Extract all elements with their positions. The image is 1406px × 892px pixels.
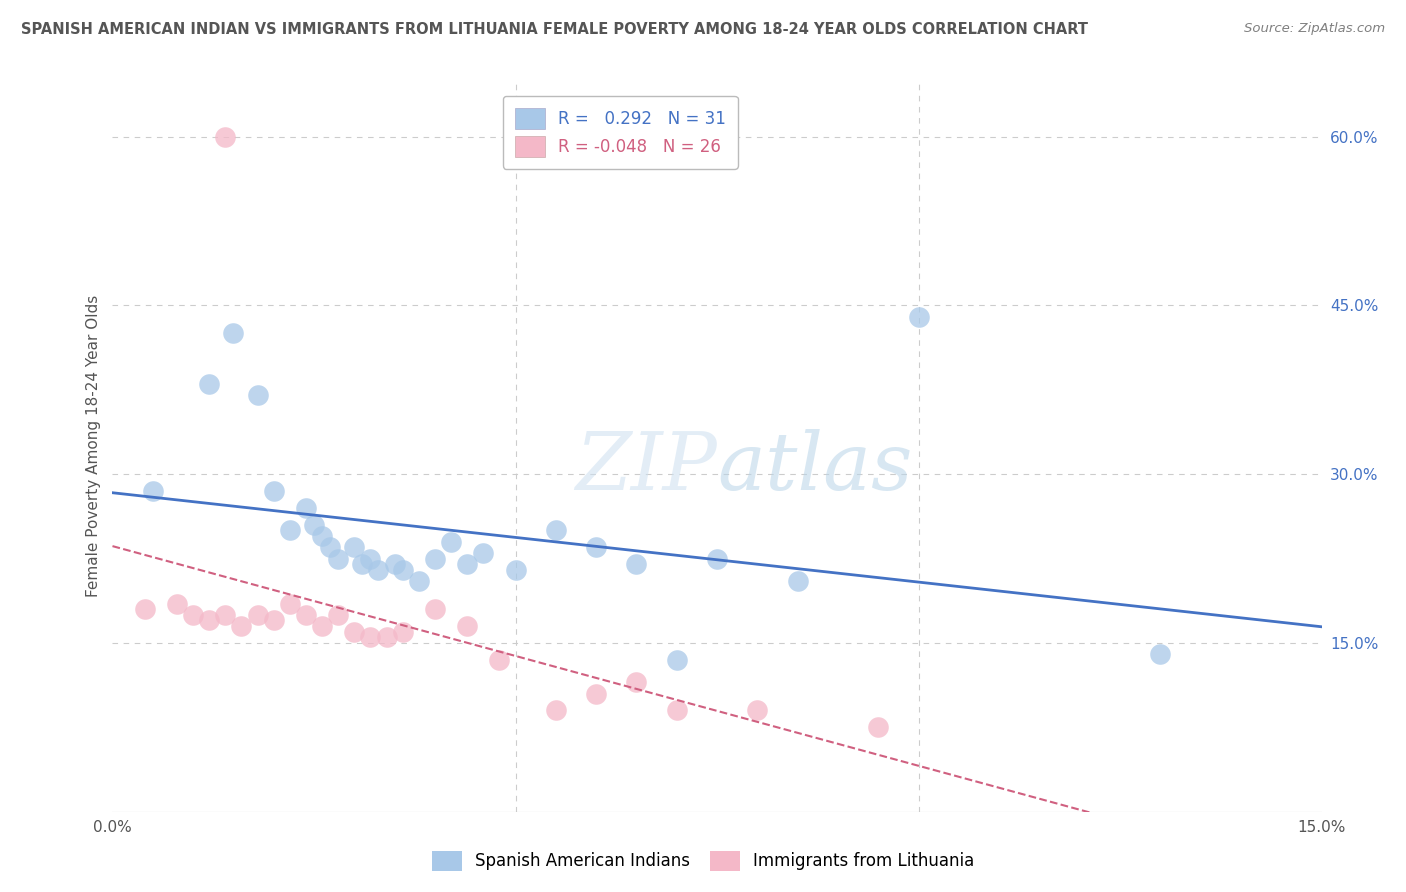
Point (295, 500, 318, 515)
Point (472, 546, 495, 560)
Point (544, 703, 567, 717)
Point (375, 630, 398, 644)
Point (263, 483, 285, 498)
Point (456, 557, 478, 571)
Point (907, 310, 929, 324)
Point (214, 607, 236, 622)
Point (328, 551, 350, 566)
Point (181, 607, 204, 622)
Point (319, 541, 342, 555)
Point (246, 388, 269, 402)
Point (391, 563, 413, 577)
Point (488, 653, 510, 667)
Point (423, 602, 446, 616)
Point (868, 720, 890, 734)
Point (231, 619, 253, 633)
Point (198, 377, 221, 392)
Point (222, 326, 245, 341)
Point (626, 557, 648, 571)
Point (263, 614, 285, 628)
Point (198, 614, 221, 628)
Point (343, 624, 366, 639)
Point (384, 557, 406, 571)
Point (408, 574, 430, 588)
Point (246, 607, 269, 622)
Text: Source: ZipAtlas.com: Source: ZipAtlas.com (1244, 22, 1385, 36)
Point (665, 653, 688, 667)
Y-axis label: Female Poverty Among 18-24 Year Olds: Female Poverty Among 18-24 Year Olds (86, 295, 101, 597)
Point (440, 534, 463, 549)
Point (134, 602, 156, 616)
Point (626, 675, 648, 690)
Point (328, 607, 350, 622)
Point (295, 607, 318, 622)
Point (214, 129, 236, 144)
Point (278, 597, 301, 611)
Point (585, 687, 607, 701)
Point (311, 619, 333, 633)
Point (585, 541, 607, 555)
Legend: Spanish American Indians, Immigrants from Lithuania: Spanish American Indians, Immigrants fro… (423, 842, 983, 880)
Point (367, 563, 389, 577)
Point (166, 597, 188, 611)
Text: ZIP: ZIP (575, 429, 717, 507)
Point (359, 551, 381, 566)
Legend: R =   0.292   N = 31, R = -0.048   N = 26: R = 0.292 N = 31, R = -0.048 N = 26 (503, 96, 738, 169)
Point (359, 630, 381, 644)
Point (505, 563, 527, 577)
Text: SPANISH AMERICAN INDIAN VS IMMIGRANTS FROM LITHUANIA FEMALE POVERTY AMONG 18-24 : SPANISH AMERICAN INDIAN VS IMMIGRANTS FR… (21, 22, 1088, 37)
Point (706, 551, 728, 566)
Point (665, 703, 688, 717)
Point (302, 517, 325, 532)
Point (423, 551, 446, 566)
Point (343, 541, 366, 555)
Point (278, 524, 301, 538)
Point (456, 619, 478, 633)
Point (786, 574, 808, 588)
Point (544, 524, 567, 538)
Text: atlas: atlas (717, 429, 912, 507)
Point (747, 703, 769, 717)
Point (311, 529, 333, 543)
Point (1149, 647, 1171, 661)
Point (142, 483, 165, 498)
Point (352, 557, 374, 571)
Point (391, 624, 413, 639)
